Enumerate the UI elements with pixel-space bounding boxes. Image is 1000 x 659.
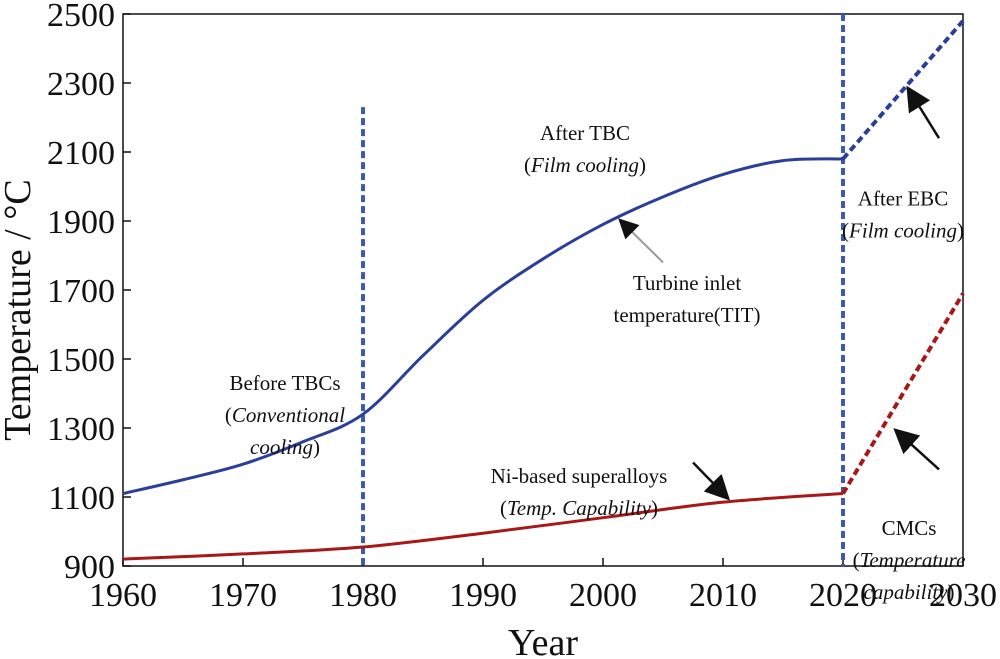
y-axis-title: Temperature / °C: [0, 179, 39, 441]
annotation-cmcs: CMCs (Temperature capability): [853, 516, 966, 604]
plot-area: 1960 1970 1980 1990 2000 2010 2020 2030 900 1100…: [47, 0, 997, 614]
era-dividers: [361, 14, 845, 566]
annotation-after-tbc: After TBC (Film cooling): [524, 121, 646, 177]
y-tick-label: 1100: [48, 480, 115, 517]
x-tick-label: 1980: [329, 577, 397, 614]
x-tick-label: 1990: [449, 577, 517, 614]
annotation-arrow: [618, 218, 664, 264]
projection-line: [841, 19, 965, 161]
x-tick-label: 1970: [209, 577, 277, 614]
x-tick-label: 2020: [809, 577, 877, 614]
annotation-ni: Ni-based superalloys (Temp. Capability): [491, 464, 668, 520]
y-tick-label: 2500: [47, 0, 115, 34]
x-axis: 1960 1970 1980 1990 2000 2010 2020 2030: [89, 558, 997, 614]
x-tick-label: 2000: [569, 577, 637, 614]
y-tick-label: 2100: [47, 135, 115, 172]
annotation-arrow: [893, 428, 940, 471]
y-tick-label: 1300: [47, 411, 115, 448]
y-tick-label: 1500: [47, 342, 115, 379]
x-tick-label: 2010: [689, 577, 757, 614]
y-tick-label: 900: [64, 549, 115, 586]
annotation-arrow: [692, 461, 731, 501]
y-tick-label: 1700: [47, 273, 115, 310]
y-axis: 900 1100 1300 1500 1700 1900 2100 2300 2500: [47, 0, 131, 586]
x-tick-label: 1960: [89, 577, 157, 614]
annotations: Before TBCs (Conventional cooling) After TB…: [225, 121, 965, 604]
annotation-before: Before TBCs (Conventional cooling): [225, 371, 345, 459]
annotation-tit: Turbine inlet temperature(TIT): [614, 271, 761, 327]
series-line: [122, 492, 844, 561]
x-axis-title: Year: [508, 622, 578, 659]
annotation-arrows: [618, 85, 941, 501]
y-tick-label: 2300: [47, 66, 115, 103]
y-tick-label: 1900: [47, 204, 115, 241]
projection-line: [841, 292, 965, 495]
annotation-arrow: [906, 85, 941, 139]
annotation-after-ebc: After EBC (Film cooling): [842, 186, 964, 242]
series-line: [122, 157, 844, 496]
series-lines: [122, 19, 965, 561]
x-tick-label: 2030: [929, 577, 997, 614]
